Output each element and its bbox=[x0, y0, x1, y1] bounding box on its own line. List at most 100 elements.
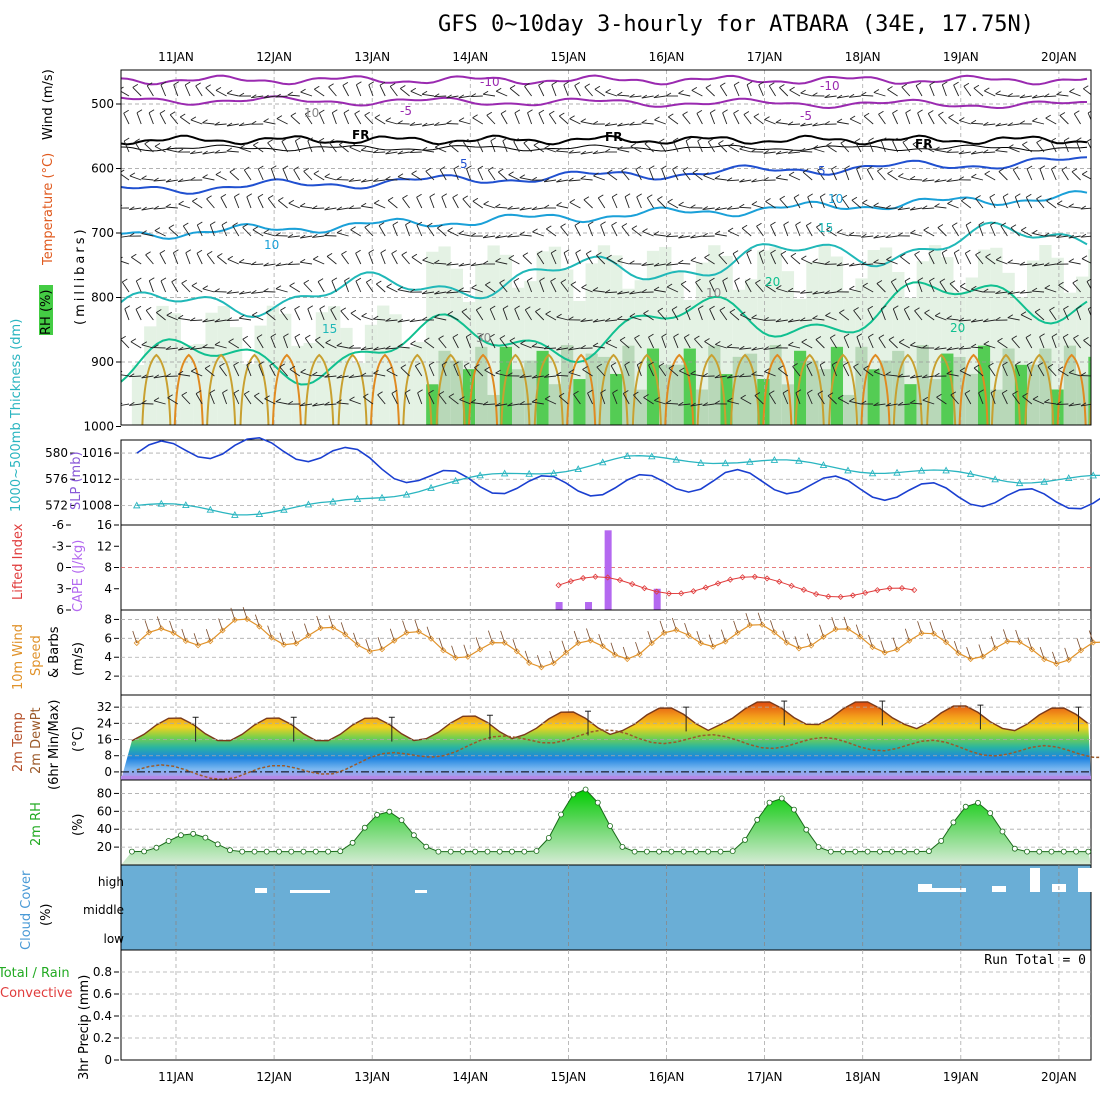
wind-barb-flag bbox=[909, 374, 916, 379]
wind-barb bbox=[560, 282, 569, 293]
rh2m-point bbox=[177, 832, 184, 839]
wind-barb-flag bbox=[326, 253, 333, 257]
wind-barb-flag bbox=[360, 202, 367, 207]
wind-barb-flag bbox=[121, 256, 123, 259]
wind-barb bbox=[389, 86, 398, 97]
wind-barb-flag bbox=[922, 374, 928, 379]
wind-barb-flag bbox=[975, 251, 981, 256]
rh2m-point bbox=[987, 810, 994, 816]
wind-barb bbox=[880, 140, 886, 153]
wind-barb-flag bbox=[923, 226, 929, 231]
wind-barb-flag bbox=[714, 175, 721, 179]
wind-barb-flag bbox=[226, 90, 233, 94]
surface-contour bbox=[533, 353, 564, 425]
wind-barb-flag bbox=[263, 288, 269, 292]
wind-barb-flag bbox=[386, 367, 393, 371]
wind-barb-flag bbox=[177, 314, 184, 319]
wind-barb-flag bbox=[754, 392, 761, 396]
rh-shade-mid bbox=[744, 353, 758, 425]
wind-barb-flag bbox=[698, 305, 704, 310]
wind-barb-flag bbox=[954, 249, 960, 254]
wind-barb bbox=[205, 87, 215, 97]
wind-barb-flag bbox=[678, 201, 684, 206]
contour-label-15: 15 bbox=[322, 322, 337, 336]
wind-barb-flag bbox=[671, 306, 678, 310]
rh-shade-light bbox=[279, 313, 292, 425]
wind-barb-flag bbox=[837, 229, 843, 233]
wind-barb-flag bbox=[953, 81, 959, 86]
wind-barb-flag bbox=[349, 143, 356, 148]
wind-barb bbox=[1011, 338, 1020, 349]
li-ytick--3: -3 bbox=[52, 539, 64, 553]
wind-barb bbox=[958, 151, 971, 155]
wind-barb-flag bbox=[131, 253, 137, 258]
rh-shade-mid bbox=[671, 364, 684, 425]
date-bottom-17JAN: 17JAN bbox=[747, 1070, 783, 1084]
wind10-barb bbox=[1003, 629, 1008, 642]
wind-barb-flag bbox=[397, 120, 403, 124]
rh-shade-mid bbox=[843, 394, 856, 425]
wind-barb-flag bbox=[263, 262, 269, 267]
wind-barb bbox=[361, 149, 374, 153]
wind-barb bbox=[1056, 235, 1069, 239]
rh2m-point bbox=[325, 848, 332, 855]
wind-barb-flag bbox=[376, 280, 382, 285]
wind-barb-flag bbox=[270, 333, 277, 338]
wind-barb-flag bbox=[636, 193, 642, 198]
wind-barb bbox=[582, 369, 593, 377]
wind-barb bbox=[927, 113, 935, 125]
wind-barb bbox=[402, 198, 410, 209]
wind-barb-flag bbox=[348, 178, 355, 182]
wind-barb-flag bbox=[1022, 393, 1028, 397]
rh-shade-mid bbox=[610, 373, 623, 425]
wind-barb bbox=[594, 88, 606, 97]
wind-barb bbox=[313, 173, 325, 181]
wind-barb-flag bbox=[263, 94, 269, 99]
wind-barb-flag bbox=[893, 305, 899, 310]
rh2m-point bbox=[1036, 848, 1043, 855]
wind-barb-flag bbox=[519, 374, 525, 378]
wind-barb bbox=[422, 123, 435, 127]
wind-barb-flag bbox=[696, 110, 703, 114]
thickness-point bbox=[721, 459, 730, 467]
wind10-barb bbox=[255, 614, 260, 627]
wind-barb-flag bbox=[604, 317, 611, 322]
wind-barb bbox=[459, 399, 471, 405]
wind-barb bbox=[438, 338, 447, 349]
wind-barb-flag bbox=[843, 361, 849, 366]
wind-barb bbox=[507, 207, 520, 210]
wind-barb bbox=[304, 337, 313, 349]
wind-barb bbox=[548, 113, 557, 125]
wind-barb-flag bbox=[886, 256, 892, 260]
wind-barb-flag bbox=[770, 249, 776, 254]
wind-barb-flag bbox=[1044, 398, 1050, 403]
wind-barb-flag bbox=[653, 231, 660, 235]
wind-barb-flag bbox=[775, 318, 782, 323]
wind-barb-flag bbox=[355, 249, 361, 254]
wind-barb bbox=[543, 347, 557, 350]
wind-barb-flag bbox=[458, 287, 464, 292]
wind10-barb bbox=[156, 616, 162, 629]
rh2m-point bbox=[300, 848, 307, 855]
wind-barb-flag bbox=[190, 346, 196, 350]
wind-barb bbox=[328, 142, 337, 153]
wind-barb-flag bbox=[990, 221, 996, 226]
wind-barb bbox=[531, 346, 544, 349]
rh2m-ytick-60: 60 bbox=[97, 804, 112, 818]
wind-barb-flag bbox=[856, 165, 862, 170]
wind-barb-flag bbox=[385, 317, 391, 322]
wind-barb bbox=[121, 281, 130, 293]
wind-barb bbox=[239, 317, 252, 321]
wind-barb bbox=[156, 312, 166, 321]
thickness-point bbox=[427, 483, 435, 491]
wind-barb bbox=[690, 373, 703, 377]
wind-barb-flag bbox=[959, 367, 966, 372]
wind-barb-flag bbox=[355, 277, 362, 282]
wind-barb-flag bbox=[507, 233, 513, 238]
wind-barb bbox=[391, 393, 398, 405]
wind-barb-flag bbox=[702, 233, 708, 237]
wind-barb bbox=[531, 375, 544, 379]
temp2m-units: (°C) bbox=[71, 726, 86, 752]
wind-barb-flag bbox=[790, 252, 797, 257]
wind-barb bbox=[775, 122, 788, 125]
